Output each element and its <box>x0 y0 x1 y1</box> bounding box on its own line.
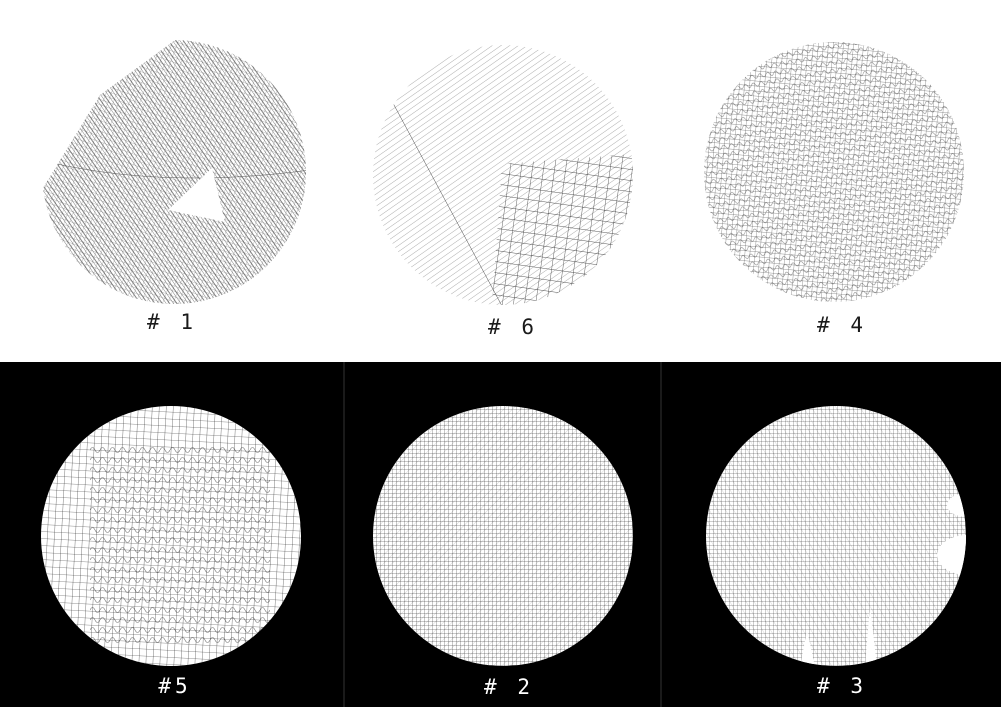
pattern-disc-4 <box>703 41 965 303</box>
disc-6-graphic <box>373 45 633 305</box>
disc-4-graphic <box>704 42 964 302</box>
pattern-disc-1 <box>40 40 310 305</box>
panel-divider <box>660 362 662 707</box>
pattern-disc-2 <box>372 405 634 667</box>
disc-5-graphic <box>41 406 301 666</box>
notch-bottom <box>865 605 877 666</box>
panel-label-4: # 4 <box>817 313 867 337</box>
notch-right <box>937 535 966 575</box>
disc-1-graphic <box>43 40 307 304</box>
pattern-disc-5 <box>40 405 302 667</box>
panel-label-2: # 2 <box>484 675 534 699</box>
disc-2-graphic <box>373 406 633 666</box>
disc-3-graphic <box>706 406 966 666</box>
wedge-notch <box>168 168 225 222</box>
pattern-disc-3 <box>705 405 967 667</box>
pattern-disc-6 <box>372 44 634 306</box>
panel-label-3: # 3 <box>817 674 867 698</box>
panel-label-6: # 6 <box>488 315 538 339</box>
panel-label-1: # 1 <box>147 310 197 334</box>
panel-label-5: #5 <box>158 674 192 698</box>
panel-divider <box>343 362 345 707</box>
